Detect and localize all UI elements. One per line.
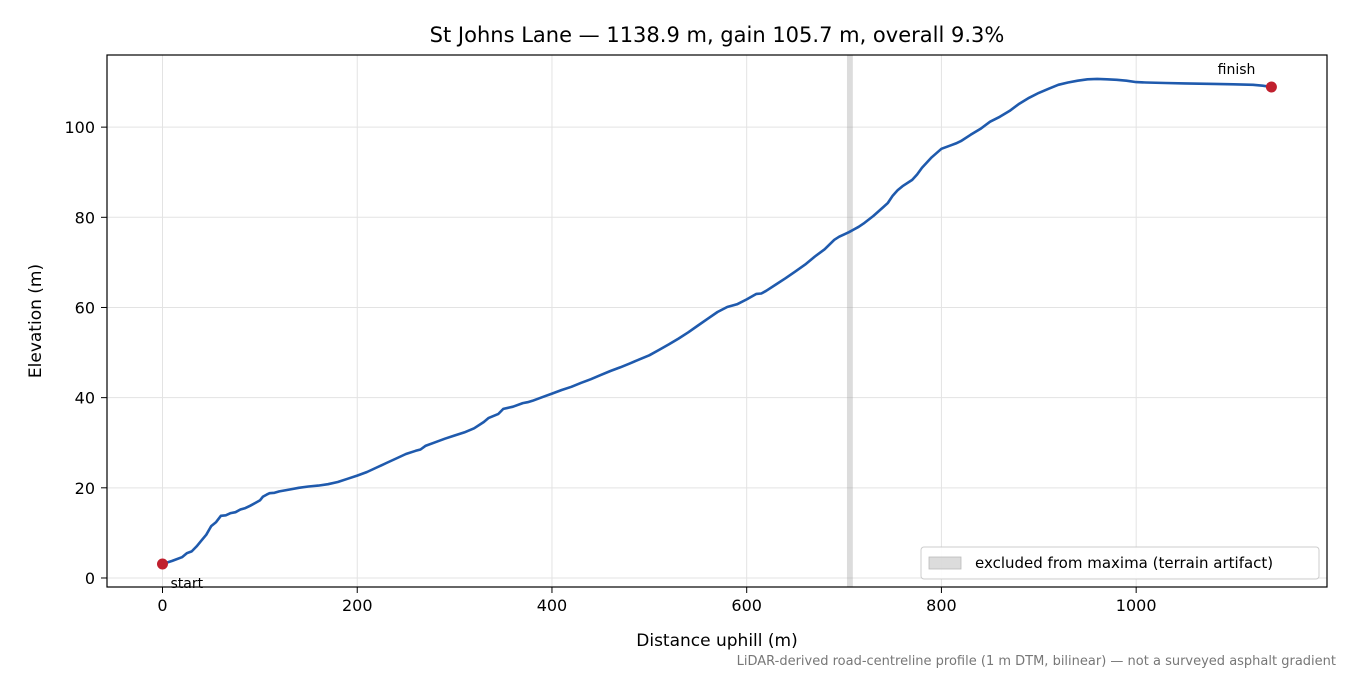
marker-finish bbox=[1265, 81, 1277, 93]
legend-label: excluded from maxima (terrain artifact) bbox=[975, 554, 1273, 572]
y-tick-label: 60 bbox=[75, 298, 95, 317]
x-tick-label: 600 bbox=[731, 596, 762, 615]
x-tick-label: 200 bbox=[342, 596, 373, 615]
x-tick-label: 1000 bbox=[1116, 596, 1157, 615]
marker-label-start: start bbox=[170, 576, 203, 592]
footnote: LiDAR-derived road-centreline profile (1… bbox=[737, 654, 1336, 669]
y-tick-label: 100 bbox=[64, 118, 95, 137]
x-tick-label: 0 bbox=[157, 596, 167, 615]
x-tick-label: 400 bbox=[537, 596, 568, 615]
y-tick-label: 0 bbox=[85, 569, 95, 588]
y-tick-label: 20 bbox=[75, 479, 95, 498]
marker-label-finish: finish bbox=[1218, 62, 1256, 78]
legend-swatch bbox=[928, 556, 962, 570]
x-tick-label: 800 bbox=[926, 596, 957, 615]
chart-title: St Johns Lane — 1138.9 m, gain 105.7 m, … bbox=[430, 23, 1005, 47]
y-tick-label: 40 bbox=[75, 389, 95, 408]
y-tick-label: 80 bbox=[75, 208, 95, 227]
legend-box bbox=[920, 546, 1320, 580]
excluded-band bbox=[846, 55, 853, 587]
marker-start bbox=[156, 558, 168, 570]
plot-area: start finish 0 200 400 600 800 1000 0 20 40 60 80 100… bbox=[64, 54, 1328, 615]
plot-frame bbox=[106, 54, 1328, 588]
elevation-line bbox=[162, 77, 1272, 566]
x-axis-label: Distance uphill (m) bbox=[636, 631, 797, 651]
y-axis-label: Elevation (m) bbox=[26, 264, 46, 378]
